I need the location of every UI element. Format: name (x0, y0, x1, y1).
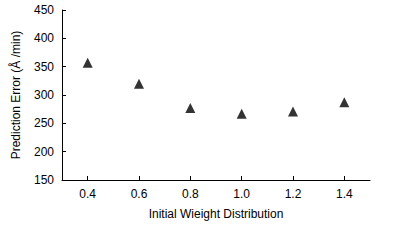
svg-text:Prediction Error (Å /min): Prediction Error (Å /min) (8, 31, 23, 160)
svg-text:1.2: 1.2 (285, 187, 302, 201)
svg-text:300: 300 (34, 88, 54, 102)
svg-text:350: 350 (34, 60, 54, 74)
svg-text:0.4: 0.4 (79, 187, 96, 201)
svg-text:1.4: 1.4 (336, 187, 353, 201)
svg-text:250: 250 (34, 116, 54, 130)
svg-text:0.6: 0.6 (131, 187, 148, 201)
svg-text:400: 400 (34, 31, 54, 45)
svg-text:450: 450 (34, 3, 54, 17)
svg-text:0.8: 0.8 (182, 187, 199, 201)
svg-text:200: 200 (34, 145, 54, 159)
svg-text:150: 150 (34, 173, 54, 187)
svg-text:Initial Wieight Distribution: Initial Wieight Distribution (149, 207, 284, 221)
svg-text:1.0: 1.0 (233, 187, 250, 201)
